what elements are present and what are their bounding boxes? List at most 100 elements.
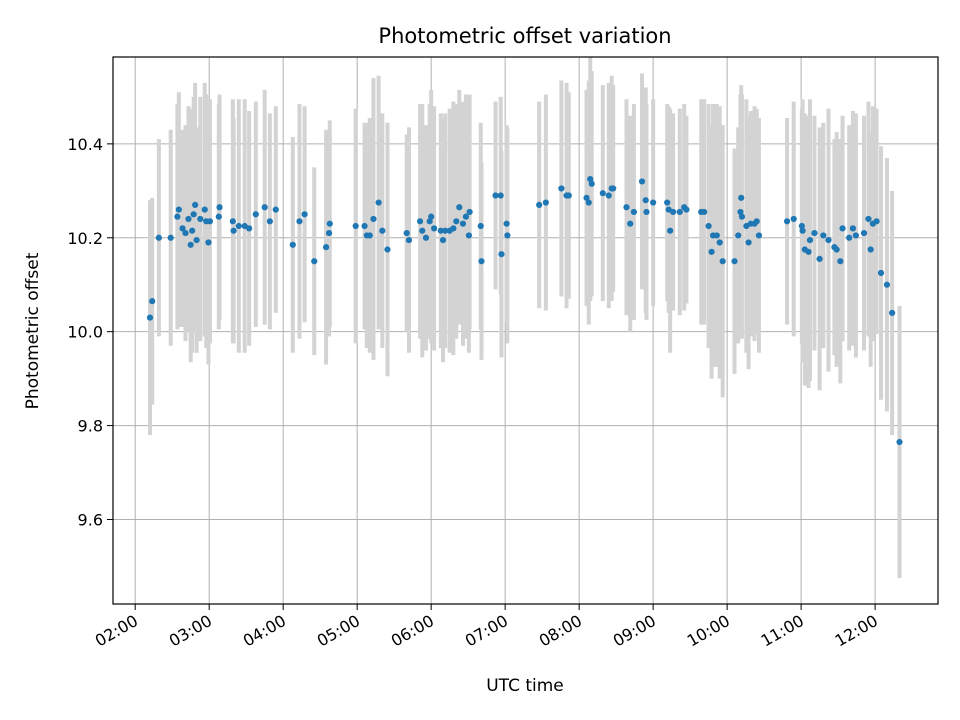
data-point	[630, 208, 637, 216]
data-point	[187, 241, 194, 248]
data-point	[167, 234, 174, 241]
data-point	[201, 206, 208, 213]
data-point	[384, 246, 391, 253]
data-point	[478, 258, 485, 265]
data-point	[716, 239, 723, 246]
data-point	[442, 227, 449, 234]
y-axis-ticks: 9.6 9.8 10.0 10.2 10.4	[67, 135, 113, 529]
data-point	[811, 229, 818, 237]
data-point	[266, 218, 273, 225]
data-point	[416, 218, 424, 225]
data-point	[833, 246, 840, 253]
data-point	[229, 218, 236, 225]
data-point	[206, 218, 214, 225]
data-point	[272, 206, 279, 213]
data-point	[325, 229, 333, 237]
data-point	[301, 211, 308, 218]
data-point	[179, 225, 186, 232]
data-point	[235, 222, 242, 230]
data-point	[599, 190, 606, 197]
data-point	[753, 218, 760, 225]
data-point	[366, 232, 373, 239]
data-point	[825, 237, 832, 244]
data-point	[466, 208, 473, 216]
data-point	[175, 206, 182, 213]
data-point	[437, 227, 444, 234]
data-point	[837, 258, 844, 265]
data-point	[719, 258, 726, 265]
data-point	[755, 232, 763, 239]
data-point	[705, 222, 712, 230]
data-point	[670, 208, 677, 216]
data-point	[205, 239, 212, 246]
data-point	[504, 232, 511, 239]
data-point	[650, 199, 657, 206]
x-axis-label: UTC time	[486, 676, 564, 696]
data-point	[816, 255, 823, 262]
y-tick-label: 9.6	[78, 510, 103, 529]
y-tick-label: 10.4	[67, 135, 103, 154]
data-point	[627, 220, 634, 227]
data-point	[783, 218, 791, 225]
data-point	[889, 309, 896, 316]
data-point	[664, 199, 671, 206]
data-point	[498, 251, 505, 258]
data-point	[877, 269, 885, 277]
data-point	[261, 204, 268, 211]
data-point	[252, 211, 259, 218]
data-point	[375, 199, 382, 206]
data-point	[230, 227, 237, 234]
data-point	[216, 204, 223, 211]
data-point	[896, 438, 903, 446]
data-point	[426, 218, 433, 225]
data-point	[450, 225, 457, 232]
data-point	[799, 227, 806, 234]
data-point	[477, 222, 484, 230]
data-point	[419, 227, 426, 234]
chart-title: Photometric offset variation	[378, 24, 671, 48]
data-point	[738, 194, 745, 201]
data-point	[643, 208, 650, 216]
data-point	[503, 220, 510, 227]
plot-frame	[112, 56, 939, 605]
data-point	[667, 227, 674, 234]
data-point	[583, 194, 590, 201]
data-point	[588, 180, 595, 187]
data-point	[190, 211, 197, 218]
data-point	[536, 201, 543, 209]
data-point	[713, 232, 720, 239]
data-point	[737, 208, 744, 216]
data-point	[790, 215, 797, 223]
data-point	[149, 298, 156, 305]
data-point	[642, 197, 649, 204]
data-point	[453, 218, 460, 225]
data-point	[465, 232, 472, 239]
data-point	[326, 220, 333, 227]
data-point	[370, 215, 377, 223]
data-point	[403, 229, 410, 237]
data-point	[542, 199, 549, 206]
y-tick-label: 9.8	[78, 417, 103, 436]
data-point	[883, 281, 891, 288]
data-point	[246, 225, 253, 232]
data-point	[860, 229, 868, 237]
data-point	[852, 232, 859, 239]
data-point	[745, 239, 752, 246]
data-point	[352, 222, 359, 230]
data-point	[839, 225, 846, 232]
y-axis-label: Photometric offset	[23, 252, 43, 409]
data-point	[623, 204, 630, 211]
data-point	[587, 175, 594, 183]
data-points	[146, 175, 903, 446]
data-point	[439, 237, 447, 244]
data-point	[735, 232, 742, 239]
data-point	[197, 215, 204, 223]
data-point	[798, 222, 805, 230]
data-point	[738, 213, 746, 220]
data-point	[867, 246, 874, 253]
data-point	[422, 234, 430, 241]
data-point	[311, 258, 318, 265]
data-point	[873, 218, 880, 225]
data-point	[215, 213, 222, 220]
